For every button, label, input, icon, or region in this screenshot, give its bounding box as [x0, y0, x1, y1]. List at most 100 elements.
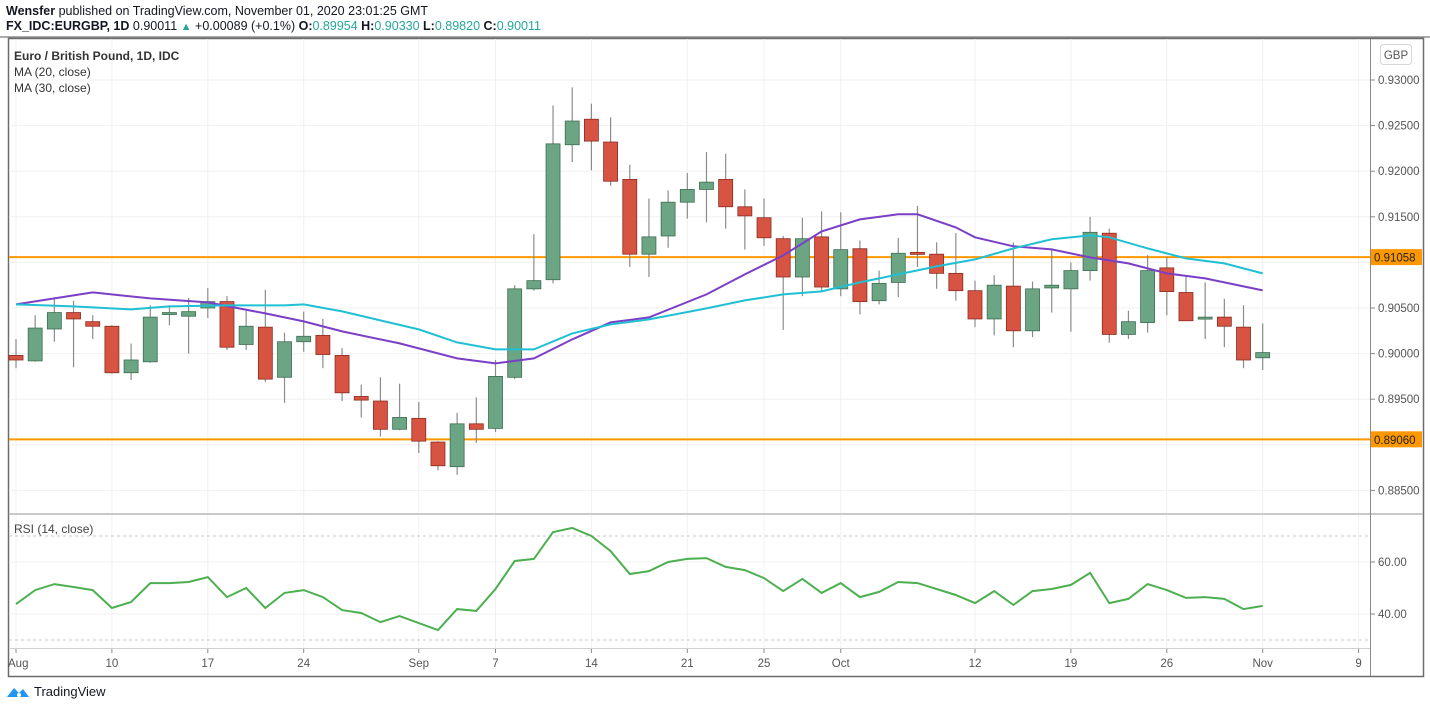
candle-body: [871, 282, 887, 302]
time-tick-label: 25: [758, 658, 771, 670]
candle: [794, 217, 810, 297]
candle: [430, 441, 446, 471]
horizontal-lines[interactable]: [9, 256, 1370, 441]
candle-body: [699, 181, 714, 190]
candle-body: [315, 334, 331, 355]
candle: [1121, 310, 1136, 340]
close-label: C:: [483, 19, 497, 33]
candle: [66, 300, 81, 368]
candle: [334, 348, 350, 402]
candle: [871, 270, 887, 305]
candle-body: [679, 189, 695, 203]
price-label: 0.89060: [1374, 435, 1416, 447]
price-tick-label: 0.88500: [1378, 485, 1420, 497]
candle: [986, 275, 1002, 336]
candle-body: [104, 325, 120, 374]
rsi-axis[interactable]: 60.00 40.00: [1370, 557, 1407, 621]
ma20-line: [15, 213, 1263, 365]
candle-body: [1063, 270, 1079, 290]
time-tick-label: 10: [106, 658, 119, 670]
candle-body: [814, 236, 829, 288]
candle: [679, 173, 695, 219]
candle-body: [564, 120, 580, 146]
candles: [8, 87, 1271, 475]
price-change: +0.00089 (+0.1%): [195, 19, 296, 33]
candle-body: [622, 179, 638, 255]
candle-body: [277, 341, 292, 378]
candle-body: [373, 400, 388, 430]
candle-body: [46, 312, 62, 330]
time-tick-label: 19: [1065, 658, 1078, 670]
currency-button[interactable]: GBP: [1380, 44, 1412, 65]
candle: [1063, 262, 1079, 332]
candle-body: [718, 179, 734, 208]
candle: [104, 325, 120, 374]
time-tick-label: 12: [969, 658, 982, 670]
moving-averages: [15, 213, 1263, 365]
low-value: 0.89820: [434, 19, 481, 33]
candle: [123, 343, 139, 381]
candle: [181, 297, 197, 354]
chart-frame: [7, 37, 1425, 678]
candle-body: [584, 118, 599, 142]
price-tick-label: 0.93000: [1378, 75, 1420, 87]
legend-rsi[interactable]: RSI (14, close): [14, 522, 93, 536]
candle-body: [967, 290, 983, 320]
time-tick-label: Oct: [832, 658, 851, 670]
tradingview-logo[interactable]: TradingView: [6, 684, 106, 699]
candle: [545, 105, 561, 284]
author-name[interactable]: Wensfer: [6, 4, 56, 18]
candle: [1082, 216, 1098, 281]
price-label-bg: [1371, 431, 1422, 448]
price-tick-label: 0.90000: [1378, 349, 1420, 361]
candle-body: [756, 217, 772, 239]
candle-body: [1082, 231, 1098, 272]
candle-body: [910, 251, 925, 255]
candle: [948, 233, 964, 301]
ma30-line: [15, 234, 1263, 351]
time-axis[interactable]: Aug 10 17 24 Sep 7 14 21 25 Oct 12 19 26 Nov 9: [8, 649, 1362, 670]
candle: [296, 311, 312, 352]
candle: [488, 359, 503, 433]
candle: [967, 280, 983, 328]
candle-body: [85, 321, 101, 327]
close-value: 0.90011: [496, 19, 541, 33]
candle: [699, 152, 714, 223]
candle-body: [545, 143, 561, 281]
time-tick-label: 7: [492, 658, 498, 670]
candle-body: [468, 423, 484, 430]
candle: [468, 397, 484, 443]
symbol-label: FX_IDC:EURGBP, 1D: [6, 19, 130, 33]
candle: [1025, 281, 1040, 338]
candle-body: [1140, 270, 1156, 323]
published-text: published on TradingView.com, November 0…: [58, 4, 429, 18]
candle-body: [1101, 232, 1117, 335]
candle-body: [1197, 316, 1213, 320]
candle-body: [392, 417, 408, 430]
price-tick-label: 0.90500: [1378, 303, 1420, 315]
candle: [1005, 242, 1021, 348]
high-value: 0.90330: [374, 19, 420, 33]
candle: [910, 205, 925, 267]
candle: [1178, 276, 1194, 322]
candle-body: [660, 201, 676, 237]
price-axis[interactable]: 0.93000 0.92500 0.92000 0.91500 0.90500 0.900…: [1370, 75, 1420, 497]
legend-ma30[interactable]: MA (30, close): [14, 81, 91, 95]
price-label: 0.91058: [1374, 253, 1416, 265]
candle-body: [257, 326, 273, 380]
candle: [507, 285, 523, 380]
candle-body: [641, 236, 657, 255]
time-tick-label: Nov: [1252, 658, 1273, 670]
horizontal-line-labels: 0.91058 0.89060: [1371, 249, 1422, 448]
candle-body: [1044, 284, 1060, 289]
last-price: 0.90011: [132, 19, 178, 33]
candle-body: [27, 327, 43, 362]
price-tick-label: 0.92000: [1378, 166, 1420, 178]
time-tick-label: Sep: [409, 658, 429, 670]
price-label-bg: [1371, 249, 1422, 266]
legend-ma20[interactable]: MA (20, close): [14, 65, 91, 79]
candle: [526, 234, 542, 291]
candle: [852, 240, 868, 315]
rsi-tick-label: 40.00: [1378, 609, 1407, 621]
